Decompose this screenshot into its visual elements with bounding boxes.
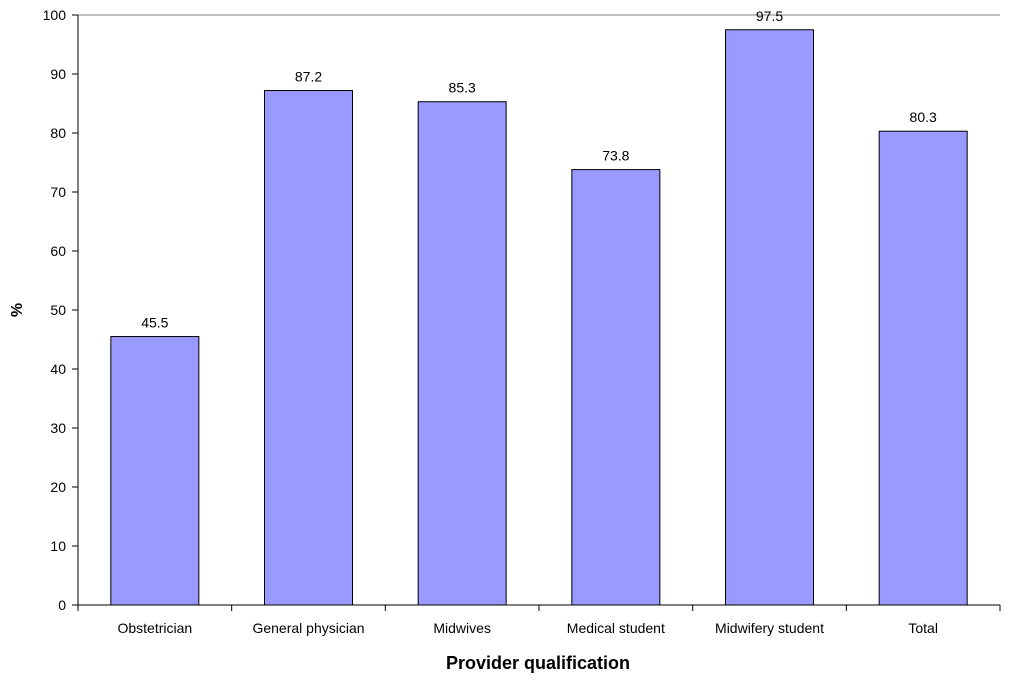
bar-data-label: 45.5: [141, 315, 168, 331]
y-tick-label: 0: [58, 597, 66, 613]
bar: [571, 169, 661, 606]
x-axis: [77, 604, 1001, 611]
y-tick-label: 40: [50, 361, 66, 377]
y-tick-label: 50: [50, 302, 66, 318]
category-label: Midwifery student: [715, 620, 824, 636]
bar: [264, 90, 353, 606]
category-label: Midwives: [433, 620, 491, 636]
category-label: General physician: [252, 620, 364, 636]
bars: [110, 29, 968, 606]
category-label: Obstetrician: [117, 620, 192, 636]
bar-data-label: 97.5: [756, 8, 783, 24]
bar: [878, 130, 968, 606]
y-tick-label: 60: [50, 243, 66, 259]
y-tick-label: 20: [50, 479, 66, 495]
category-labels: Obstetrician General physician Midwives Med…: [117, 620, 937, 636]
bar-data-label: 80.3: [910, 109, 937, 125]
x-axis-title: Provider qualification: [446, 653, 630, 673]
y-axis-title: %: [9, 303, 26, 317]
y-tick-label: 80: [50, 125, 66, 141]
bar: [110, 336, 200, 606]
category-label: Total: [908, 620, 938, 636]
y-tick-label: 30: [50, 420, 66, 436]
bar-data-labels: 45.5 87.2 85.3 73.8 97.5 80.3: [141, 8, 937, 331]
y-tick-label: 90: [50, 66, 66, 82]
y-tick-label: 70: [50, 184, 66, 200]
bar-data-label: 73.8: [602, 148, 629, 164]
category-label: Medical student: [567, 620, 665, 636]
y-axis: 0 10 20 30 40 50 60 70 80 90 100: [43, 7, 79, 613]
bar-data-label: 85.3: [449, 80, 476, 96]
y-tick-label: 10: [50, 538, 66, 554]
bar: [725, 29, 814, 606]
bar: [417, 101, 507, 606]
y-tick-label: 100: [43, 7, 67, 23]
bar-data-label: 87.2: [295, 69, 322, 85]
